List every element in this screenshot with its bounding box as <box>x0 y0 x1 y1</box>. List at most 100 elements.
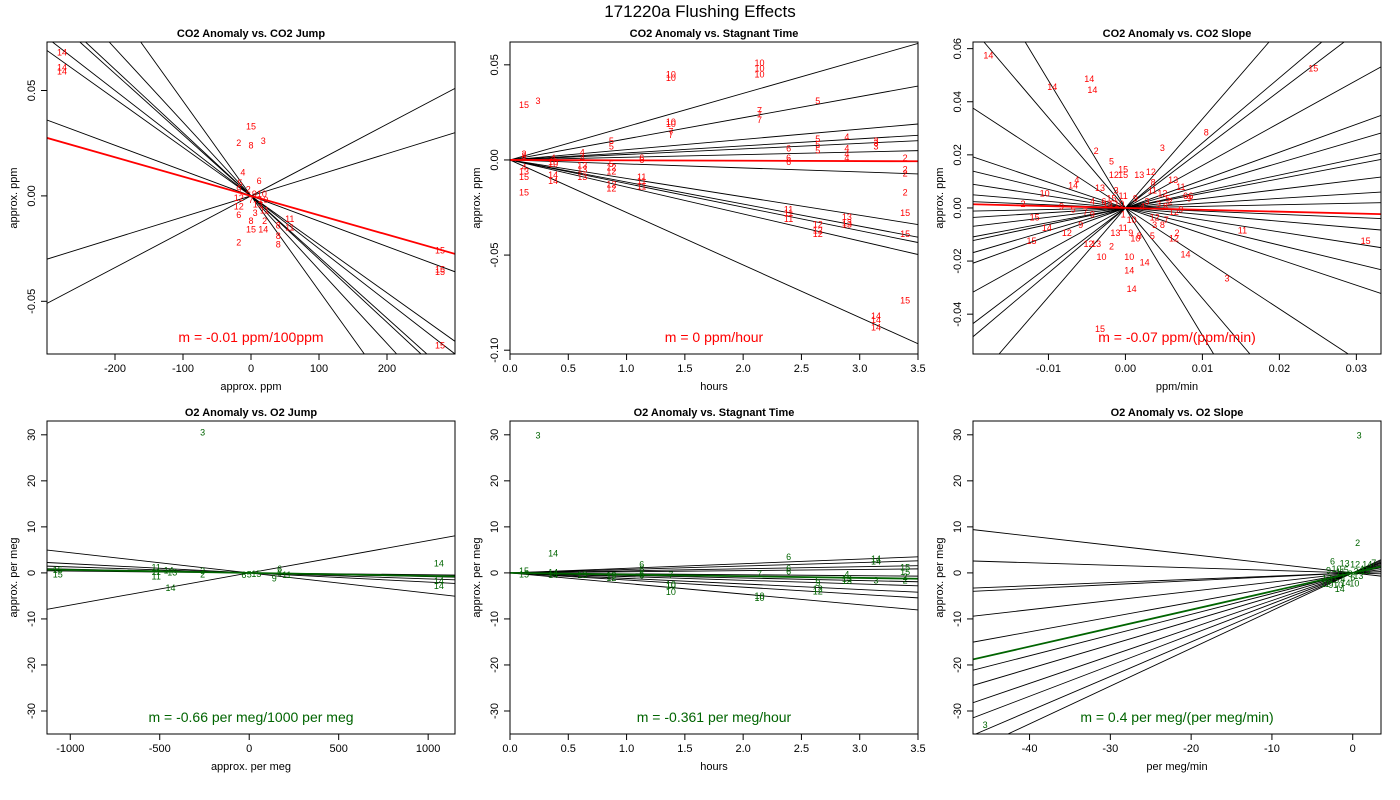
point-label: 14 <box>1362 560 1372 570</box>
regression-line-2 <box>510 560 918 574</box>
y-tick-label: -20 <box>489 657 501 673</box>
y-tick-label: 20 <box>952 475 964 487</box>
point-label: 2 <box>246 185 251 195</box>
point-label: 4 <box>1140 202 1145 212</box>
regression-line-3 <box>973 107 1349 354</box>
point-label: 6 <box>639 571 644 581</box>
point-label: 10 <box>548 159 558 169</box>
point-label: 8 <box>276 220 281 230</box>
point-label: 5 <box>1344 565 1349 575</box>
x-tick-label: 0.0 <box>502 363 517 375</box>
point-label: 15 <box>900 562 910 572</box>
point-label: 4 <box>844 570 849 580</box>
point-label: 9 <box>1059 202 1064 212</box>
y-tick-label: 0.05 <box>489 54 501 75</box>
point-label: 12 <box>606 571 616 581</box>
x-tick-label: 3.5 <box>910 743 925 755</box>
point-label: 14 <box>871 554 881 564</box>
point-label: 6 <box>786 563 791 573</box>
point-label: 15 <box>1329 575 1339 585</box>
point-label: 8 <box>1160 220 1165 230</box>
regression-line-6 <box>973 567 1381 643</box>
point-label: 3 <box>874 576 879 586</box>
y-tick-label: 0 <box>489 570 501 576</box>
point-label: 14 <box>548 549 558 559</box>
point-label: 12 <box>813 586 823 596</box>
regression-line-19 <box>998 42 1270 354</box>
chart-title: O2 Anomaly vs. O2 Jump <box>185 407 318 419</box>
point-label: 9 <box>1090 210 1095 220</box>
x-tick-label: 0.03 <box>1346 363 1367 375</box>
point-label: 15 <box>900 567 910 577</box>
regression-line-1 <box>510 42 918 161</box>
point-label: 3 <box>1114 186 1119 196</box>
point-label: 3 <box>261 136 266 146</box>
x-tick-label: 1.5 <box>677 363 692 375</box>
point-label: 4 <box>521 163 526 173</box>
point-label: 8 <box>276 239 281 249</box>
point-label: 12 <box>606 183 616 193</box>
x-tick-label: 1.0 <box>619 363 634 375</box>
point-label: 2 <box>236 237 241 247</box>
point-label: 11 <box>1336 567 1345 577</box>
point-label: 15 <box>900 296 910 306</box>
point-label: 10 <box>1097 252 1107 262</box>
point-label: 10 <box>257 189 267 199</box>
point-label: 9 <box>1187 194 1192 204</box>
point-label: 6 <box>786 144 791 154</box>
point-label: 12 <box>606 166 616 176</box>
x-tick-label: -10 <box>1264 743 1280 755</box>
point-label: 13 <box>1095 183 1105 193</box>
overall-fit-line <box>47 137 455 255</box>
regression-line-1 <box>510 556 918 574</box>
y-tick-label: 0.04 <box>952 91 964 112</box>
y-axis-label: approx. per meg <box>471 537 483 617</box>
point-label: 3 <box>1160 143 1165 153</box>
y-tick-label: 0.00 <box>952 197 964 218</box>
regression-line-5 <box>510 140 918 161</box>
point-label: 15 <box>53 565 63 575</box>
regression-line-4 <box>973 571 1381 592</box>
point-label: 6 <box>277 568 282 578</box>
point-label: 8 <box>1348 569 1353 579</box>
point-label: 10 <box>1114 199 1124 209</box>
point-label: 13 <box>577 164 587 174</box>
point-label: 12 <box>606 163 616 173</box>
point-label: 14 <box>1047 82 1057 92</box>
x-tick-label: 500 <box>330 743 348 755</box>
point-label: 12 <box>1150 212 1160 222</box>
point-label: 7 <box>757 115 762 125</box>
y-tick-label: 10 <box>952 521 964 533</box>
point-label: 15 <box>435 341 445 351</box>
point-label: 9 <box>1328 580 1333 590</box>
regression-line-9 <box>510 159 918 238</box>
point-label: 7 <box>1164 215 1169 225</box>
point-label: 5 <box>1109 156 1114 166</box>
point-label: 4 <box>1074 175 1079 185</box>
x-axis-label: approx. per meg <box>211 761 291 773</box>
y-tick-label: 0 <box>26 570 38 576</box>
point-label: 14 <box>548 176 558 186</box>
x-axis-label: approx. ppm <box>220 381 281 393</box>
slope-annotation: m = -0.66 per meg/1000 per meg <box>148 709 353 725</box>
point-label: 10 <box>754 58 764 68</box>
point-label: 6 <box>639 155 644 165</box>
point-label: 9 <box>236 185 241 195</box>
point-label: 6 <box>277 564 282 574</box>
point-label: 14 <box>1127 284 1137 294</box>
x-tick-label: 1000 <box>416 743 440 755</box>
point-label: 15 <box>900 208 910 218</box>
point-label: 2 <box>521 149 526 159</box>
y-axis-label: approx. ppm <box>934 167 946 228</box>
point-label: 14 <box>1087 85 1097 95</box>
point-label: 12 <box>1169 233 1179 243</box>
point-label: 5 <box>609 136 614 146</box>
point-label: 13 <box>842 574 852 584</box>
chart-title: CO2 Anomaly vs. Stagnant Time <box>630 28 799 40</box>
point-label: 2 <box>1021 199 1026 209</box>
point-label: 12 <box>1083 239 1093 249</box>
point-label: 15 <box>519 570 529 580</box>
